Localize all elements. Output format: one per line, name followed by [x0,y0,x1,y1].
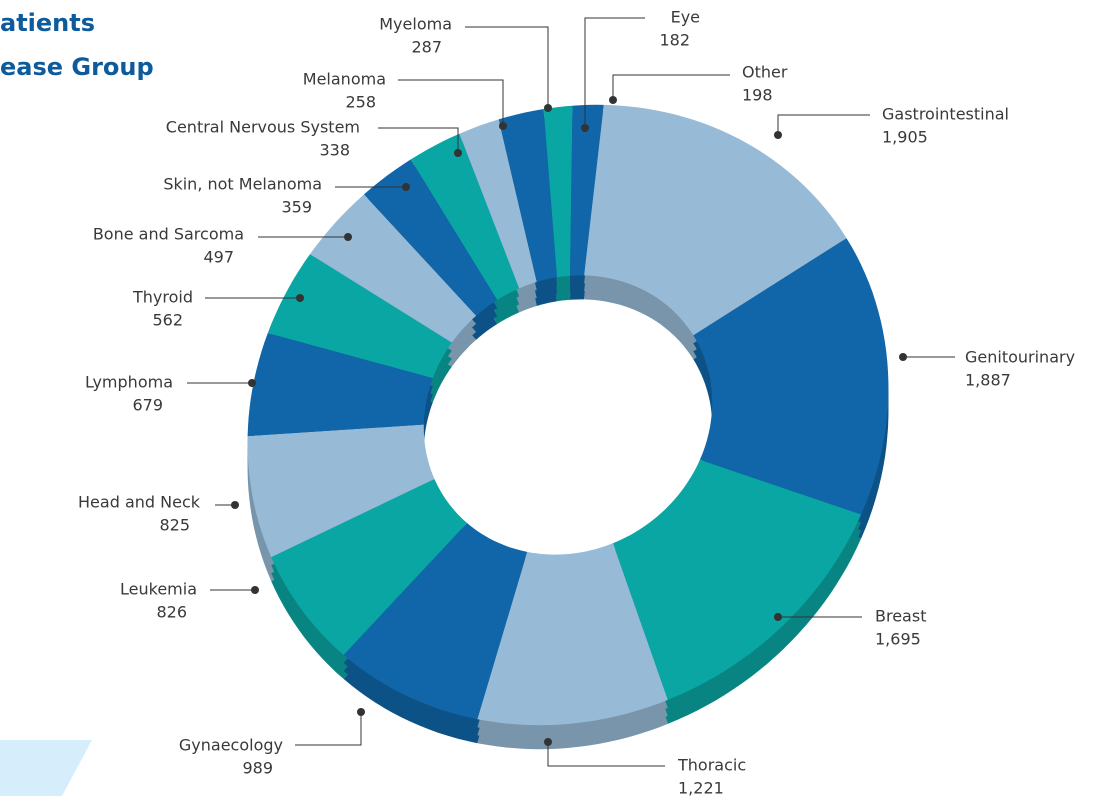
leader-line [465,26,549,108]
leader-dot [899,353,907,361]
slice [612,459,862,700]
category-label: Eye [671,8,700,27]
value-label: 359 [281,198,312,217]
leader-dot [402,183,410,191]
value-label: 826 [156,603,187,622]
slice [543,105,573,278]
slice [364,159,498,316]
slice [498,109,557,282]
value-label: 258 [345,93,376,112]
value-label: 338 [319,141,350,160]
leader-dot [774,131,782,139]
value-label: 198 [742,86,773,105]
value-label: 562 [152,311,183,330]
labels: Eye 182 Other 198 Gastrointestinal 1,905 Genit… [78,8,1075,796]
category-label: Breast [875,607,926,626]
slice [271,479,467,655]
slice [410,133,520,300]
category-label: Thyroid [132,288,193,307]
decoration [0,740,92,796]
leader-dot [251,586,259,594]
slice [267,254,452,379]
leader-line [398,79,504,126]
category-label: Head and Neck [78,493,201,512]
leader-dot [544,104,552,112]
value-label: 1,221 [678,779,724,796]
leader-line [612,74,730,100]
leader-line [378,127,459,153]
leader-line [584,17,645,128]
category-label: Central Nervous System [166,118,360,137]
slice [477,543,668,726]
category-label: Gastrointestinal [882,105,1009,124]
value-label: 497 [203,248,234,267]
leader-dot [499,122,507,130]
slice [459,119,537,289]
category-label: Lymphoma [85,373,173,392]
value-label: 1,905 [882,128,928,147]
leader-line [295,712,362,746]
value-label: 989 [242,759,273,778]
slice [693,238,889,515]
category-label: Leukemia [120,580,197,599]
category-label: Skin, not Melanoma [163,175,322,194]
leader-dot [609,96,617,104]
value-label: 825 [159,516,190,535]
value-label: 1,887 [965,371,1011,390]
value-label: 679 [132,396,163,415]
category-label: Genitourinary [965,348,1075,367]
category-label: Other [742,63,788,82]
leader-line [547,742,665,767]
leader-dot [357,708,365,716]
leader-dot [248,379,256,387]
category-label: Thoracic [677,756,746,775]
chart-title: ease Group [0,53,154,81]
leader-dot [296,294,304,302]
leader-line [777,114,870,135]
slice [570,104,604,276]
slice [247,333,433,437]
category-label: Melanoma [303,70,386,89]
leader-dot [544,738,552,746]
leader-dot [774,613,782,621]
slice [310,194,477,343]
category-label: Myeloma [379,15,452,34]
donut [247,104,889,750]
leader-dot [454,149,462,157]
value-label: 182 [659,31,690,50]
slice [247,424,435,558]
leader-dot [231,501,239,509]
leader-dot [344,233,352,241]
value-label: 1,695 [875,630,921,649]
category-label: Gynaecology [179,736,283,755]
slice [343,523,528,720]
chart-title: atients [0,9,95,37]
leader-dot [581,124,589,132]
category-label: Bone and Sarcoma [93,225,244,244]
slice [584,104,847,336]
value-label: 287 [411,38,442,57]
